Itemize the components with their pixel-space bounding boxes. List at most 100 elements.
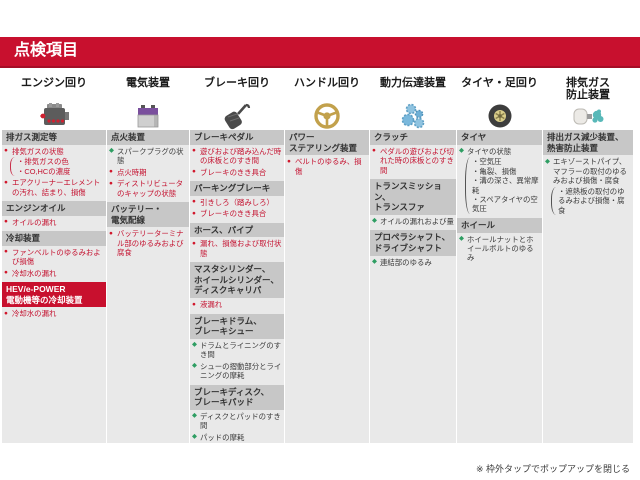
section-header: 冷却装置 <box>2 231 106 246</box>
column-title: 電気装置 <box>126 77 170 89</box>
bullet-diamond-icon: ◆ <box>545 157 550 165</box>
paren-lines: ・遮熱板の取付のゆるみおよび損傷・腐食 <box>558 187 631 215</box>
bullet-dot-icon: ● <box>4 178 8 186</box>
engine-icon <box>36 102 72 130</box>
checklist-item: ◆ タイヤの状態 <box>459 147 540 156</box>
column-title: 動力伝達装置 <box>380 77 446 89</box>
checklist-item: ◆ パッドの摩耗 <box>192 433 282 442</box>
column-title: 排気ガス 防止装置 <box>566 77 610 102</box>
paren-icon <box>10 157 15 177</box>
section-header: エンジンオイル <box>2 200 106 216</box>
column-panel-brake: ブレーキペダル ● 遊びおよび踏み込んだ時の床板とのすき間 ● ブレーキのきき具合 パーキ… <box>190 130 284 443</box>
checklist-item: ● 排気ガスの状態 <box>4 147 104 156</box>
bullet-diamond-icon: ◆ <box>192 341 197 349</box>
paren-line: ・亀裂、損傷 <box>472 166 517 176</box>
paren-group: ・排気ガスの色 ・CO,HCの濃度 <box>10 157 104 177</box>
column-panel-drivetrain: クラッチ ● ペダルの遊びおよび切れた時の床板とのすき間トランスミッション、 トラン… <box>370 130 456 443</box>
paren-lines: ・空気圧 ・亀裂、損傷 ・溝の深さ、異常摩耗 ・スペアタイヤの空気圧 <box>472 157 540 214</box>
bullet-diamond-icon: ◆ <box>192 412 197 420</box>
checklist-item: ◆ ディスクとパッドのすき間 <box>192 412 282 431</box>
checklist-item: ● 冷却水の漏れ <box>4 269 104 278</box>
checklist-item: ◆ スパークプラグの状態 <box>109 147 187 166</box>
paren-line: ・遮熱板の取付のゆるみおよび損傷・腐食 <box>558 186 625 215</box>
bullet-diamond-icon: ◆ <box>109 147 114 155</box>
bullet-dot-icon: ● <box>192 168 196 176</box>
checklist-item-text: 漏れ、損傷および取付状態 <box>200 239 282 258</box>
checklist-item-text: ホイールナットとホイールボルトのゆるみ <box>467 234 534 263</box>
checklist-item: ● ブレーキのきき具合 <box>192 209 282 218</box>
column-panel-exhaust: 排出ガス減少装置、 熱害防止装置 ◆ エキゾーストパイプ、マフラーの取付のゆるみおよ… <box>543 130 633 443</box>
section-header: ブレーキドラム、 ブレーキシュー <box>190 313 284 339</box>
checklist-item: ◆ オイルの漏れおよび量 <box>372 217 454 226</box>
column-title: ブレーキ回り <box>204 77 270 89</box>
checklist-item: ● ベルトのゆるみ、損傷 <box>287 157 367 176</box>
checklist-item-text: 液漏れ <box>200 300 223 310</box>
paren-icon <box>551 186 556 216</box>
checklist-item-text: 引きしろ（踏みしろ） <box>200 197 274 207</box>
paren-line: ・CO,HCの濃度 <box>17 166 71 176</box>
checklist-item-text: 冷却水の漏れ <box>12 309 57 319</box>
checklist-item-text: 遊びおよび踏み込んだ時の床板とのすき間 <box>200 146 282 166</box>
column-title: ハンドル回り <box>294 77 360 89</box>
paren-line: ・スペアタイヤの空気圧 <box>472 194 538 214</box>
section-header: トランスミッション、 トランスファ <box>370 179 456 215</box>
bullet-dot-icon: ● <box>109 229 113 237</box>
section-header: マスタシリンダー、 ホイールシリンダー、 ディスクキャリパ <box>190 262 284 299</box>
bullet-dot-icon: ● <box>109 179 113 187</box>
paren-line: ・溝の深さ、異常摩耗 <box>472 176 539 195</box>
checklist-item-text: パッドの摩耗 <box>200 432 245 442</box>
paren-lines: ・排気ガスの色 ・CO,HCの濃度 <box>17 157 104 176</box>
checklist-item-text: ドラムとライニングのすき間 <box>200 340 282 360</box>
bullet-dot-icon: ● <box>287 157 291 165</box>
checklist-item: ● 遊びおよび踏み込んだ時の床板とのすき間 <box>192 147 282 166</box>
steering-wheel-icon <box>309 102 345 130</box>
brake-pedal-icon <box>219 102 255 130</box>
checklist-item-text: スパークプラグの状態 <box>117 146 184 166</box>
section-header: パーキングブレーキ <box>190 181 284 196</box>
bullet-dot-icon: ● <box>372 147 376 155</box>
checklist-item: ● 冷却水の漏れ <box>4 309 104 318</box>
section-header: クラッチ <box>370 130 456 145</box>
column-exhaust: 排気ガス 防止装置排出ガス減少装置、 熱害防止装置 ◆ エキゾーストパイプ、マフラー… <box>543 68 633 443</box>
bullet-dot-icon: ● <box>4 218 8 226</box>
paren-line: ・空気圧 <box>472 157 502 167</box>
paren-line: ・排気ガスの色 <box>17 157 69 167</box>
checklist-item-text: ディスクとパッドのすき間 <box>200 411 281 431</box>
column-tire: タイヤ・足回り タイヤ ◆ タイヤの状態 ・空気圧 ・亀裂、損傷 ・溝の深さ、異常摩耗 ・スペ… <box>457 68 542 443</box>
popup-title-bar: 点検項目 <box>0 37 640 68</box>
column-header-brake: ブレーキ回り <box>190 68 284 130</box>
column-title: タイヤ・足回り <box>461 77 538 89</box>
checklist-item-text: バッテリーターミナル部のゆるみおよび腐食 <box>117 229 184 258</box>
checklist-item: ◆ 連結部のゆるみ <box>372 258 454 267</box>
checklist-item-text: ファンベルトのゆるみおよび損傷 <box>12 247 101 267</box>
checklist-item: ● ペダルの遊びおよび切れた時の床板とのすき間 <box>372 147 454 175</box>
bullet-diamond-icon: ◆ <box>192 362 197 370</box>
column-electrical: 電気装置 点火装置 ◆ スパークプラグの状態 ● 点火時期 ● ディストリビュータのキャップの… <box>107 68 189 443</box>
checklist-item-text: 点火時期 <box>117 167 147 177</box>
footer-note: ※ 枠外タップでポップアップを閉じる <box>475 464 630 474</box>
checklist-item: ● 点火時期 <box>109 168 187 177</box>
checklist-item: ● 引きしろ（踏みしろ） <box>192 198 282 207</box>
column-panel-electrical: 点火装置 ◆ スパークプラグの状態 ● 点火時期 ● ディストリビュータのキャップの状態 バッ… <box>107 130 189 443</box>
paren-group: ・空気圧 ・亀裂、損傷 ・溝の深さ、異常摩耗 ・スペアタイヤの空気圧 <box>465 157 540 214</box>
bullet-diamond-icon: ◆ <box>459 235 464 243</box>
transmission-icon <box>395 102 431 130</box>
column-header-tire: タイヤ・足回り <box>457 68 542 130</box>
column-header-drivetrain: 動力伝達装置 <box>370 68 456 130</box>
muffler-icon <box>570 102 606 130</box>
checklist-item-text: 排気ガスの状態 <box>12 146 64 156</box>
section-header: パワー ステアリング装置 <box>285 130 369 156</box>
checklist-item: ◆ ホイールナットとホイールボルトのゆるみ <box>459 235 540 263</box>
column-drivetrain: 動力伝達装置 クラッチ ● ペダルの遊びおよび切れた時の床板とのすき間トランスミッショ… <box>370 68 456 443</box>
bullet-dot-icon: ● <box>192 198 196 206</box>
section-header: ブレーキペダル <box>190 130 284 145</box>
popup-title: 点検項目 <box>14 42 79 59</box>
checklist-item-text: 連結部のゆるみ <box>380 257 432 267</box>
checklist-item: ● 液漏れ <box>192 300 282 309</box>
section-header: HEV/e-POWER 電動機等の冷却装置 <box>2 282 106 308</box>
bullet-dot-icon: ● <box>192 147 196 155</box>
section-header: タイヤ <box>457 130 542 145</box>
column-steering: ハンドル回りパワー ステアリング装置 ● ベルトのゆるみ、損傷 <box>285 68 369 443</box>
section-header: ブレーキディスク、 ブレーキパッド <box>190 384 284 410</box>
